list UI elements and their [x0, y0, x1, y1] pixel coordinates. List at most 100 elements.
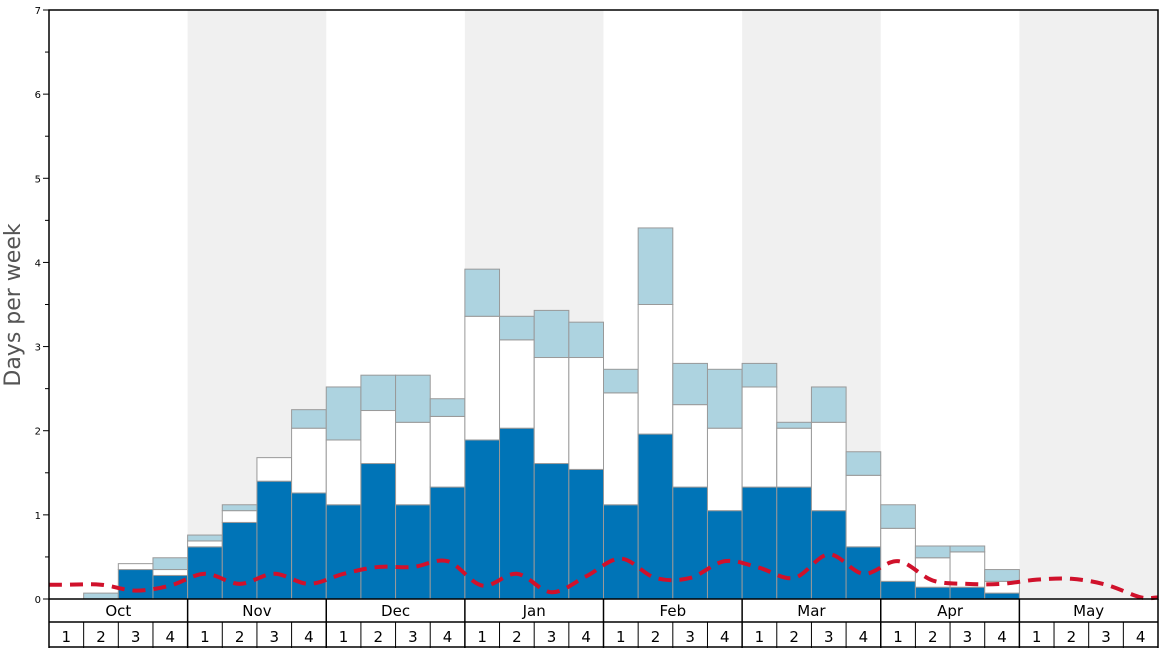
bar-week-25-segment-1 — [880, 580, 916, 600]
week-label: 1 — [62, 628, 72, 646]
y-axis-title: Days per week — [1, 223, 26, 386]
week-label: 4 — [720, 628, 730, 646]
week-label: 4 — [1136, 628, 1146, 646]
y-tick-label: 4 — [35, 258, 41, 269]
month-label-mar: Mar — [797, 602, 826, 620]
bar-week-4-segment-3 — [152, 557, 189, 571]
bars — [83, 227, 1020, 600]
week-label: 2 — [651, 628, 661, 646]
bar-week-7-segment-2 — [256, 457, 293, 482]
week-label: 1 — [616, 628, 626, 646]
bar-week-6-segment-2 — [221, 510, 258, 523]
bar-week-27-segment-3 — [949, 545, 986, 553]
bar-week-11-segment-3 — [395, 374, 431, 423]
bar-week-19-segment-2 — [672, 404, 708, 488]
bar-week-28-segment-3 — [984, 569, 1020, 582]
bar-week-17-segment-3 — [603, 368, 639, 394]
bar-week-10-segment-2 — [360, 410, 397, 465]
bar-week-26-segment-3 — [914, 545, 951, 559]
bar-week-25-segment-3 — [880, 504, 916, 529]
average-line — [49, 552, 1159, 601]
week-label: 3 — [685, 628, 695, 646]
bar-week-9-segment-2 — [325, 439, 362, 506]
bar-week-23-segment-3 — [810, 386, 847, 423]
bar-week-17-segment-2 — [603, 392, 639, 506]
y-tick-label: 0 — [35, 595, 41, 606]
week-label: 1 — [1032, 628, 1042, 646]
x-axis: Oct 1 2 3 4 Nov 1 2 3 4 Dec 1 2 3 4 Jan 1 2 3 4 Feb 1 2 3 4 Mar 1 2… — [48, 599, 1159, 648]
bar-week-15-segment-2 — [533, 357, 570, 465]
month-shading — [187, 10, 1158, 599]
week-label: 3 — [547, 628, 557, 646]
y-tick-label: 5 — [35, 174, 41, 185]
bar-week-5-segment-2 — [187, 540, 223, 548]
bar-week-20-segment-2 — [706, 427, 743, 512]
week-label: 1 — [893, 628, 903, 646]
bar-week-17-segment-1 — [603, 504, 639, 600]
bar-week-25-segment-2 — [880, 527, 916, 582]
week-label: 2 — [373, 628, 383, 646]
month-label-apr: Apr — [937, 602, 964, 620]
bar-week-6-segment-3 — [221, 504, 258, 512]
bar-week-12-segment-3 — [429, 398, 466, 417]
bar-week-9-segment-1 — [325, 504, 362, 600]
bar-week-23-segment-1 — [810, 510, 847, 600]
bar-week-14-segment-2 — [499, 339, 535, 429]
bar-week-18-segment-1 — [637, 433, 674, 600]
month-label-jan: Jan — [522, 602, 546, 620]
bar-week-16-segment-3 — [568, 321, 604, 359]
bar-week-22-segment-1 — [776, 486, 812, 600]
y-tick-label: 7 — [35, 6, 41, 17]
week-label: 4 — [166, 628, 176, 646]
bar-week-3-segment-1 — [117, 569, 154, 600]
week-label: 3 — [1101, 628, 1111, 646]
bar-week-23-segment-2 — [810, 421, 847, 512]
bar-week-18-segment-2 — [637, 304, 674, 435]
week-label: 3 — [963, 628, 973, 646]
bar-week-13-segment-2 — [464, 315, 501, 441]
bar-week-13-segment-3 — [464, 268, 501, 317]
y-tick-label: 1 — [35, 511, 41, 522]
week-label: 1 — [200, 628, 210, 646]
month-label-feb: Feb — [660, 602, 687, 620]
bar-week-10-segment-3 — [360, 374, 397, 412]
bar-week-2-segment-3 — [83, 592, 119, 600]
week-label: 3 — [269, 628, 279, 646]
week-label: 4 — [581, 628, 591, 646]
week-label: 3 — [131, 628, 141, 646]
bar-week-9-segment-3 — [325, 386, 362, 441]
week-label: 1 — [339, 628, 349, 646]
bar-week-20-segment-3 — [706, 368, 743, 429]
bar-week-11-segment-2 — [395, 421, 431, 506]
bar-week-24-segment-3 — [845, 451, 882, 476]
bar-week-14-segment-1 — [499, 427, 535, 600]
week-label: 4 — [443, 628, 453, 646]
bar-week-11-segment-1 — [395, 504, 431, 600]
bar-week-12-segment-2 — [429, 415, 466, 488]
month-shade-may — [1019, 10, 1158, 599]
bar-week-4-segment-2 — [152, 569, 189, 576]
bar-week-28-segment-1 — [984, 592, 1020, 600]
week-label: 2 — [1067, 628, 1077, 646]
month-label-dec: Dec — [381, 602, 410, 620]
week-label: 3 — [824, 628, 834, 646]
month-label-may: May — [1073, 602, 1104, 620]
bar-week-13-segment-1 — [464, 439, 501, 600]
bar-week-10-segment-1 — [360, 463, 397, 600]
bar-week-26-segment-1 — [914, 586, 951, 600]
week-label: 4 — [304, 628, 314, 646]
bar-week-8-segment-2 — [291, 427, 327, 494]
week-label: 3 — [408, 628, 418, 646]
month-label-oct: Oct — [105, 602, 131, 620]
bar-week-8-segment-3 — [291, 409, 327, 429]
bar-week-6-segment-1 — [221, 521, 258, 600]
y-axis: 0 1 2 3 4 5 6 7 — [35, 6, 49, 606]
week-label: 4 — [997, 628, 1007, 646]
y-tick-label: 6 — [35, 90, 41, 101]
bar-week-18-segment-3 — [637, 227, 674, 305]
bar-week-3-segment-2 — [117, 563, 154, 571]
bar-week-12-segment-1 — [429, 486, 466, 600]
bar-week-22-segment-3 — [776, 421, 812, 429]
bar-week-16-segment-2 — [568, 357, 604, 470]
